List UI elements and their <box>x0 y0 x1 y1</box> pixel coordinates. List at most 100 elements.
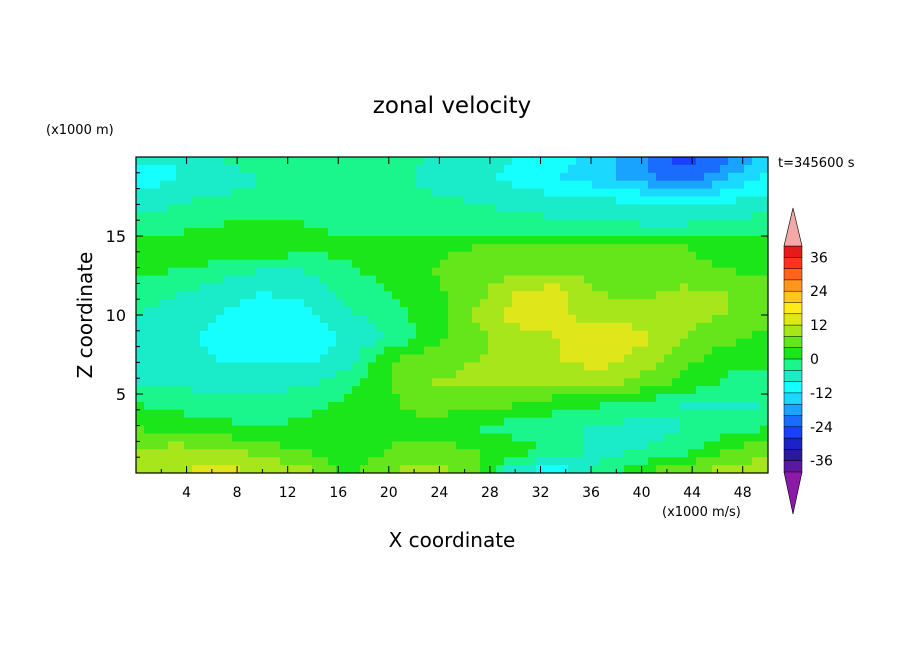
field-cell <box>536 243 545 253</box>
field-cell <box>480 299 489 308</box>
field-cell <box>672 243 681 253</box>
field-cell <box>208 441 217 450</box>
field-cell <box>456 212 465 221</box>
field-cell <box>152 275 161 284</box>
field-cell <box>616 267 625 277</box>
field-cell <box>248 259 257 269</box>
field-cell <box>304 346 313 356</box>
field-cell <box>376 441 385 450</box>
field-cell <box>496 425 505 435</box>
field-cell <box>448 291 457 300</box>
field-cell <box>368 354 377 363</box>
field-cell <box>704 188 713 198</box>
colorbar-box <box>783 392 803 405</box>
field-cell <box>520 188 529 198</box>
field-cell <box>568 394 577 403</box>
field-cell <box>552 204 561 213</box>
field-cell <box>632 212 641 221</box>
field-cell <box>704 441 713 450</box>
field-cell <box>696 425 705 435</box>
field-cell <box>512 157 521 166</box>
field-cell <box>192 164 201 174</box>
field-cell <box>472 267 481 277</box>
field-cell <box>232 299 241 308</box>
field-cell <box>728 236 737 245</box>
contour-field <box>136 157 768 473</box>
field-cell <box>656 275 665 284</box>
field-cell <box>600 425 609 435</box>
field-cell <box>544 401 553 411</box>
field-cell <box>248 251 257 261</box>
x-tick-label: 16 <box>329 485 347 501</box>
field-cell <box>352 164 361 174</box>
field-cell <box>696 212 705 221</box>
field-cell <box>728 330 737 340</box>
field-cell <box>544 362 553 371</box>
field-cell <box>248 386 257 395</box>
field-cell <box>400 307 409 316</box>
colorbar-box <box>783 290 803 304</box>
field-cell <box>528 394 537 403</box>
field-cell <box>344 164 353 174</box>
field-cell <box>472 441 481 450</box>
field-cell <box>680 251 689 261</box>
field-cell <box>664 299 673 308</box>
field-cell <box>552 409 561 419</box>
field-cell <box>760 346 768 356</box>
y-tick-label: 10 <box>106 306 126 325</box>
field-cell <box>744 251 753 261</box>
field-cell <box>520 441 529 450</box>
field-cell <box>456 441 465 450</box>
field-cell <box>168 180 177 190</box>
field-cell <box>248 228 257 237</box>
field-cell <box>560 346 569 356</box>
field-cell <box>216 164 225 174</box>
field-cell <box>632 465 641 473</box>
field-cell <box>472 433 481 442</box>
y-unit-label: (x1000 m) <box>46 123 114 138</box>
field-cell <box>168 346 177 356</box>
field-cell <box>752 394 761 403</box>
field-cell <box>352 188 361 198</box>
field-cell <box>592 417 601 427</box>
field-cell <box>736 220 745 229</box>
field-cell <box>688 394 697 403</box>
field-cell <box>200 401 209 411</box>
field-cell <box>224 204 233 213</box>
field-cell <box>536 354 545 363</box>
field-cell <box>304 322 313 332</box>
field-cell <box>240 409 249 419</box>
field-cell <box>368 157 377 166</box>
field-cell <box>408 417 417 427</box>
field-cell <box>688 212 697 221</box>
field-cell <box>448 386 457 395</box>
field-cell <box>344 322 353 332</box>
field-cell <box>640 220 649 229</box>
field-cell <box>224 267 233 277</box>
field-cell <box>320 164 329 174</box>
field-cell <box>192 338 201 348</box>
field-cell <box>424 259 433 269</box>
field-cell <box>624 157 633 166</box>
field-cell <box>584 291 593 300</box>
field-cell <box>248 307 257 316</box>
field-cell <box>720 243 729 253</box>
field-cell <box>672 259 681 269</box>
field-cell <box>704 354 713 363</box>
field-cell <box>192 204 201 213</box>
field-cell <box>584 433 593 442</box>
field-cell <box>624 401 633 411</box>
field-cell <box>536 283 545 292</box>
field-cell <box>504 283 513 292</box>
field-cell <box>744 283 753 292</box>
field-cell <box>216 157 225 166</box>
field-cell <box>648 386 657 395</box>
field-cell <box>736 409 745 419</box>
field-cell <box>304 236 313 245</box>
field-cell <box>440 251 449 261</box>
field-cell <box>632 188 641 198</box>
field-cell <box>304 362 313 371</box>
field-cell <box>600 441 609 450</box>
field-cell <box>304 315 313 324</box>
field-cell <box>432 188 441 198</box>
